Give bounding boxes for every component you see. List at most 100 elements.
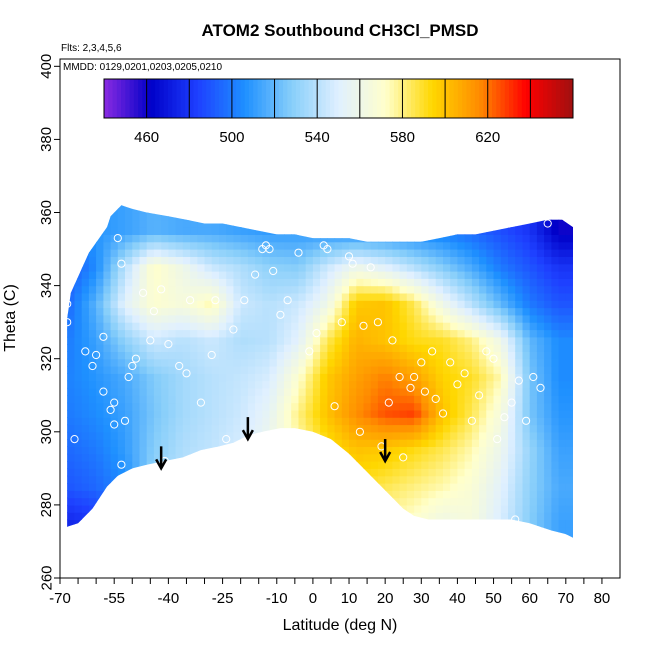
heatmap-cell [443, 351, 451, 360]
heatmap-cell [139, 453, 148, 462]
heatmap-cell [117, 490, 126, 499]
heatmap-cell [529, 483, 538, 491]
heatmap-cell [81, 249, 90, 257]
heatmap-cell [565, 322, 573, 331]
heatmap-cell [341, 256, 350, 265]
heatmap-cell [247, 256, 256, 265]
heatmap-cell [153, 205, 162, 214]
heatmap-cell [125, 227, 133, 235]
heatmap-cell [464, 344, 473, 352]
heatmap-cell [370, 358, 379, 367]
heatmap-cell [349, 417, 357, 426]
heatmap-cell [341, 329, 350, 338]
heatmap-cell [219, 329, 227, 338]
heatmap-cell [284, 417, 292, 426]
heatmap-cell [457, 307, 466, 316]
heatmap-cell [88, 402, 97, 411]
heatmap-cell [233, 395, 242, 404]
heatmap-cell [573, 498, 581, 506]
heatmap-cell [226, 249, 234, 257]
heatmap-cell [522, 497, 531, 506]
heatmap-cell [88, 483, 97, 491]
heatmap-cell [67, 534, 75, 538]
heatmap-cell [175, 249, 184, 257]
heatmap-cell [103, 278, 112, 287]
heatmap-cell [479, 351, 487, 360]
heatmap-cell [377, 387, 386, 396]
heatmap-cell [385, 431, 393, 440]
x-tick-label: 70 [557, 590, 574, 607]
heatmap-cell [168, 366, 177, 374]
colorbar-segment [104, 79, 109, 118]
heatmap-cell [226, 351, 234, 360]
heatmap-cell [334, 285, 343, 294]
heatmap-cell [269, 387, 278, 396]
heatmap-cell [110, 431, 119, 440]
heatmap-cell [414, 344, 422, 352]
heatmap-cell [161, 234, 169, 243]
heatmap-cell [233, 344, 242, 352]
heatmap-cell [182, 205, 191, 206]
heatmap-cell [464, 461, 473, 469]
heatmap-cell [139, 322, 148, 331]
observation-point [186, 296, 195, 305]
heatmap-cell [435, 512, 444, 521]
heatmap-cell [153, 314, 162, 323]
heatmap-cell [117, 504, 126, 513]
heatmap-cell [551, 490, 560, 499]
heatmap-cell [500, 205, 509, 214]
y-tick-label: 340 [38, 273, 55, 298]
heatmap-cell [428, 519, 437, 528]
heatmap-cell [414, 475, 422, 484]
heatmap-cell [399, 351, 408, 360]
heatmap-cell [312, 380, 321, 389]
heatmap-cell [479, 227, 487, 235]
heatmap-cell [508, 409, 516, 418]
heatmap-cell [356, 395, 365, 404]
observation-point [344, 252, 354, 261]
heatmap-cell [298, 329, 307, 338]
heatmap-cell [67, 402, 68, 411]
heatmap-cell [88, 504, 97, 513]
heatmap-cell [508, 439, 516, 447]
observation-point [182, 369, 191, 378]
heatmap-cell [428, 453, 437, 462]
heatmap-cell [305, 241, 314, 250]
heatmap-cell [406, 402, 415, 411]
heatmap-cell [450, 227, 458, 235]
heatmap-cell [551, 417, 560, 426]
heatmap-cell [269, 336, 278, 345]
heatmap-cell [312, 241, 321, 250]
heatmap-cell [175, 395, 184, 404]
heatmap-cell [392, 285, 401, 294]
heatmap-cell [233, 483, 242, 491]
heatmap-cell [153, 504, 162, 513]
heatmap-cell [81, 358, 90, 367]
heatmap-cell [341, 322, 350, 331]
heatmap-cell [522, 344, 531, 352]
heatmap-cell [327, 439, 336, 447]
heatmap-cell [551, 329, 560, 338]
heatmap-cell [284, 453, 292, 462]
heatmap-cell [399, 490, 408, 499]
heatmap-cell [341, 278, 350, 287]
heatmap-cell [327, 336, 336, 345]
heatmap-cell [182, 431, 191, 440]
heatmap-cell [370, 439, 379, 447]
heatmap-cell [392, 387, 401, 396]
colorbar-segment [530, 79, 536, 118]
heatmap-cell [240, 431, 249, 440]
heatmap-cell [247, 278, 256, 287]
heatmap-cell [544, 409, 552, 418]
heatmap-cell [168, 329, 177, 338]
heatmap-cell [392, 205, 401, 206]
heatmap-cell [103, 468, 112, 477]
heatmap-cell [457, 329, 466, 338]
heatmap-cell [428, 336, 437, 345]
heatmap-cell [508, 278, 516, 287]
colorbar-segment [176, 79, 182, 118]
heatmap-cell [146, 534, 155, 538]
heatmap-cell [88, 205, 97, 206]
heatmap-cell [536, 234, 545, 243]
heatmap-cell [341, 439, 350, 447]
